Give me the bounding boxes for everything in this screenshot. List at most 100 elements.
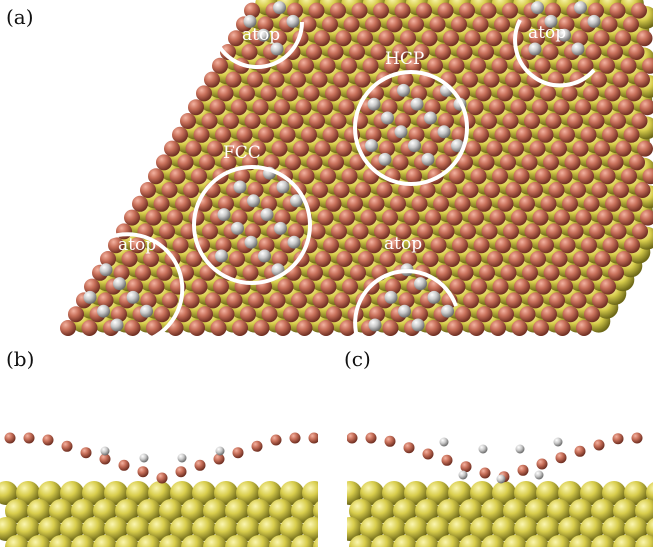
oxygen-atom — [228, 30, 244, 47]
oxygen-atom — [452, 237, 468, 254]
substrate-atom — [126, 517, 150, 541]
oxygen-atom — [68, 306, 84, 323]
substrate-atom — [426, 481, 450, 505]
oxygen-atom — [398, 182, 414, 198]
oxygen-atom — [616, 251, 632, 267]
oxygen-atom — [161, 182, 178, 198]
oxygen-atom — [422, 251, 439, 267]
substrate-atom — [60, 517, 84, 541]
oxygen-atom — [296, 320, 313, 336]
oxygen-atom — [476, 195, 492, 212]
hydrogen-atoms — [83, 1, 601, 332]
substrate-slab — [347, 481, 653, 547]
oxygen-atom — [303, 85, 320, 102]
oxygen-atom — [406, 168, 422, 185]
oxygen-atom — [202, 223, 218, 240]
oxygen-atom — [600, 278, 616, 295]
substrate-atom — [492, 481, 516, 505]
oxygen-atom — [400, 30, 416, 47]
oxygen-atom — [516, 126, 532, 143]
oxygen-atom — [183, 292, 200, 309]
oxygen-atom — [429, 16, 446, 33]
oxygen-atom — [538, 237, 554, 254]
oxygen-atom — [164, 140, 180, 157]
oxygen-atom — [381, 99, 398, 116]
substrate-atom — [492, 517, 516, 541]
oxygen-atom — [328, 154, 344, 171]
substrate-atom — [16, 517, 40, 541]
substrate-atom — [93, 535, 117, 547]
substrate-atom — [591, 535, 615, 547]
oxygen-atom — [172, 126, 188, 143]
hydrogen-atom — [243, 14, 257, 28]
oxygen-atom — [304, 306, 321, 323]
oxygen-atom — [291, 292, 307, 309]
oxygen-atom — [320, 278, 337, 295]
substrate-atom — [214, 517, 238, 541]
substrate-atom — [558, 481, 582, 505]
oxygen-atom — [204, 71, 220, 88]
oxygen-atom — [295, 99, 312, 116]
hydrogen-atom — [558, 28, 571, 42]
oxygen-atom — [564, 154, 581, 171]
hydrogen-atom — [437, 125, 451, 139]
atop-label: atop — [118, 235, 156, 255]
oxygen-atom — [258, 126, 274, 143]
oxygen-atom — [350, 264, 366, 281]
oxygen-atom — [597, 209, 613, 226]
oxygen-atoms — [60, 2, 653, 336]
oxygen-atom — [459, 2, 475, 19]
oxygen-atom — [494, 126, 511, 143]
substrate-atom — [347, 517, 362, 541]
hydrogen-atom — [258, 249, 271, 263]
substrate-atom — [349, 499, 373, 523]
oxygen-atom — [624, 237, 640, 254]
substrate-atom — [115, 535, 139, 547]
substrate-atom — [170, 481, 194, 505]
oxygen-atom — [411, 195, 428, 212]
oxygen-atom — [548, 182, 565, 198]
oxygen-atom — [258, 237, 275, 254]
substrate-atom — [258, 481, 282, 505]
substrate-atom — [0, 517, 18, 541]
oxygen-atom — [401, 251, 417, 267]
substrate-atom — [16, 481, 40, 505]
oxygen-atom — [623, 126, 640, 143]
substrate-atom — [646, 482, 653, 504]
oxygen-atom — [626, 195, 643, 212]
oxygen-atom — [156, 264, 173, 281]
hydrogen-atom — [113, 277, 126, 291]
oxygen-atom — [490, 320, 506, 336]
hydrogen-atom — [273, 1, 286, 15]
oxygen-atom — [421, 30, 438, 47]
adsorbate-layer — [347, 432, 643, 484]
hydrogen-atom — [398, 304, 411, 318]
oxygen-atom — [240, 306, 256, 323]
oxygen-atom — [362, 57, 379, 74]
oxygen-atom — [581, 237, 597, 254]
oxygen-atom — [451, 16, 467, 33]
panel-label-a: (a) — [6, 5, 34, 29]
panel-c-side-view — [347, 432, 653, 547]
oxygen-atom — [365, 126, 382, 143]
substrate-atom — [269, 499, 293, 523]
oxygen-atom — [575, 99, 591, 116]
fcc-label: FCC — [223, 143, 261, 163]
oxygen-atom — [177, 154, 194, 171]
substrate-atom — [291, 535, 315, 547]
oxygen-atom — [462, 71, 478, 88]
oxygen-atom — [505, 182, 522, 198]
substrate-atom — [302, 481, 318, 505]
oxygen-atom — [449, 168, 465, 185]
hydrogen-atom — [247, 194, 260, 208]
hydrogen-atom — [378, 152, 392, 166]
substrate-atom — [393, 499, 417, 523]
substrate-atom — [525, 499, 549, 523]
oxygen-atom — [519, 195, 535, 212]
hydrogen-atom — [215, 249, 228, 263]
oxygen-atom — [358, 251, 374, 267]
substrate-atom — [159, 499, 183, 523]
hydrogen-atom — [496, 474, 506, 484]
oxygen-atom — [497, 195, 514, 212]
